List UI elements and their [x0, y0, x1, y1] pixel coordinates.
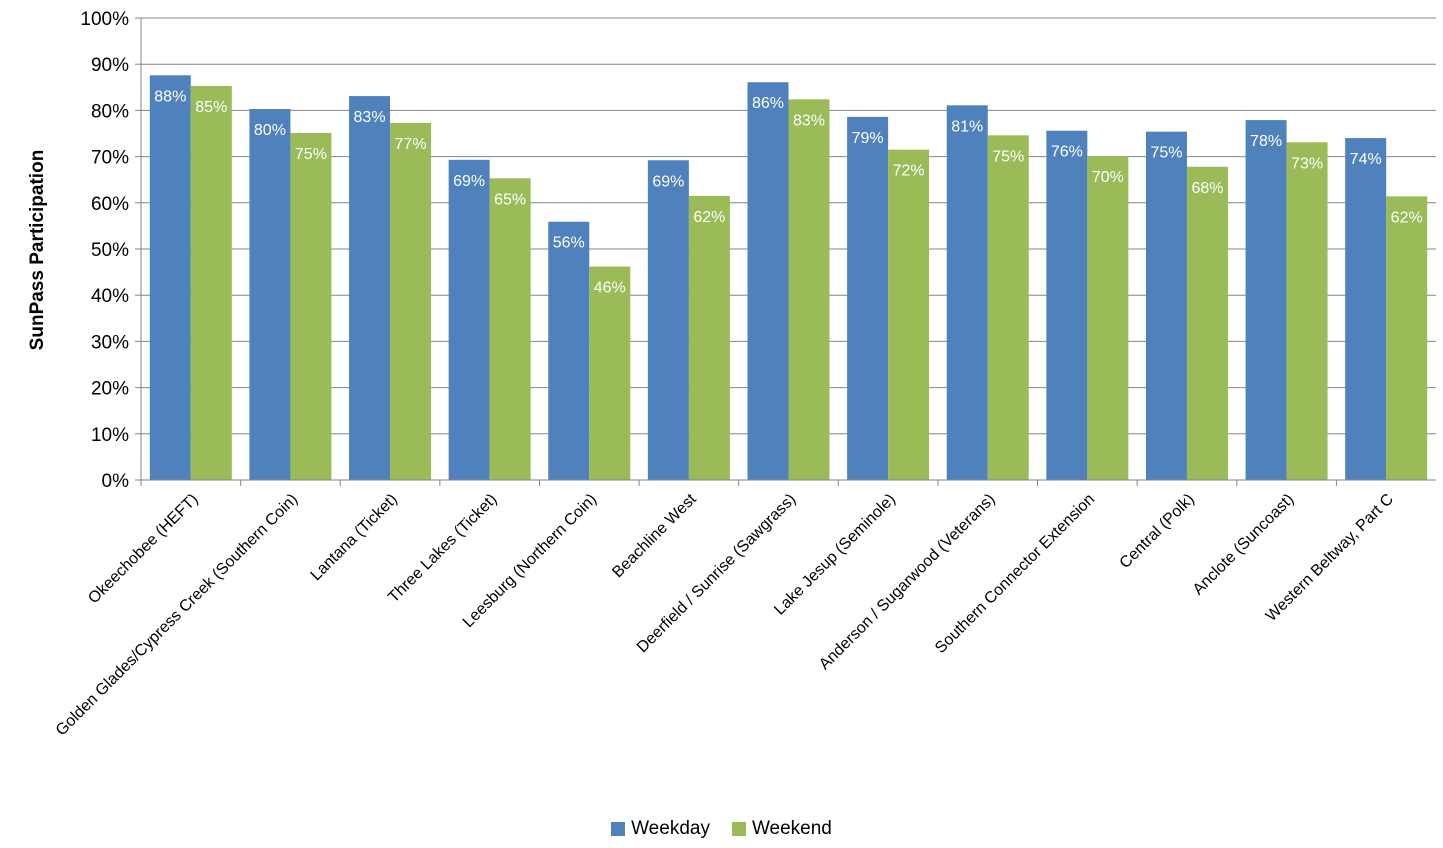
y-axis-title: SunPass Participation [27, 150, 48, 351]
x-category-label: Anderson / Sugarwood (Veterans) [816, 491, 998, 673]
bar-weekday [1345, 138, 1387, 480]
bar-weekday [747, 82, 789, 480]
y-tick-label: 80% [91, 101, 129, 122]
data-label: 79% [852, 130, 884, 147]
bar-weekend [290, 133, 332, 480]
data-label: 85% [195, 99, 227, 116]
data-label: 73% [1291, 155, 1323, 172]
y-tick-label: 40% [91, 286, 129, 307]
data-label: 69% [652, 173, 684, 190]
data-label: 65% [494, 191, 526, 208]
data-label: 75% [992, 148, 1024, 165]
bar-weekend [390, 122, 432, 481]
x-category-label: Golden Glades/Cypress Creek (Southern Co… [53, 491, 301, 739]
data-label: 77% [395, 136, 427, 153]
x-category-label: Okeechobee (HEFT) [85, 491, 201, 607]
y-tick-label: 50% [91, 240, 129, 261]
bar-weekday [149, 75, 191, 481]
data-label: 69% [453, 173, 485, 190]
bar-weekend [688, 195, 730, 480]
data-label: 72% [893, 163, 925, 180]
y-tick-label: 70% [91, 148, 129, 169]
bar-weekday [349, 96, 391, 480]
data-label: 68% [1191, 180, 1223, 197]
bars [149, 75, 1428, 481]
legend-label: Weekend [751, 818, 832, 839]
legend-label: Weekday [631, 818, 710, 839]
data-label: 56% [553, 235, 585, 252]
bar-weekday [249, 109, 291, 480]
data-label: 75% [1150, 145, 1182, 162]
legend-swatch [731, 822, 746, 836]
bar-weekend [987, 135, 1029, 480]
y-tick-label: 10% [91, 425, 129, 446]
y-tick-label: 0% [102, 471, 130, 492]
bar-weekend [1087, 156, 1129, 480]
bar-weekday [847, 116, 889, 481]
bar-weekday [1245, 120, 1287, 481]
x-category-label: Three Lakes (Ticket) [385, 491, 500, 606]
y-tick-label: 100% [80, 9, 129, 30]
bar-weekday [946, 105, 988, 481]
data-label: 62% [1391, 209, 1423, 226]
bar-weekday [448, 159, 490, 481]
data-label: 76% [1051, 144, 1083, 161]
bar-weekday [647, 160, 689, 480]
bar-weekend [1186, 166, 1228, 480]
legend-swatch [611, 822, 626, 836]
x-category-label: Central (Polk) [1117, 491, 1198, 572]
x-category-label: Beachline West [609, 490, 700, 581]
x-category-label: Southern Connector Extension [932, 491, 1098, 657]
bar-weekend [489, 178, 531, 480]
bar-weekend [190, 85, 232, 480]
data-label: 78% [1250, 133, 1282, 150]
data-label: 83% [793, 112, 825, 129]
bar-weekend [1286, 142, 1328, 480]
legend-item: Weekday [611, 818, 710, 840]
bar-weekday [1145, 131, 1187, 481]
y-tick-label: 90% [91, 55, 129, 76]
bar-weekend [788, 99, 830, 480]
x-category-label: Deerfield / Sunrise (Sawgrass) [634, 491, 799, 656]
y-tick-label: 30% [91, 332, 129, 353]
data-label: 83% [354, 109, 386, 126]
data-label: 81% [951, 118, 983, 135]
data-label: 74% [1350, 151, 1382, 168]
x-category-label: Anclote (Suncoast) [1190, 491, 1298, 599]
legend-item: Weekend [731, 818, 832, 840]
data-label: 88% [154, 88, 186, 105]
data-label: 75% [295, 146, 327, 163]
data-label: 46% [594, 280, 626, 297]
bar-weekend [589, 266, 631, 480]
data-label: 86% [752, 95, 784, 112]
data-labels: 88% 85% 80% 75% 83% 77% 69% 65% 56% 46% 69% 62% 86% 8… [154, 88, 1422, 296]
bar-weekend [888, 149, 930, 481]
y-tick-label: 60% [91, 194, 129, 215]
data-label: 80% [254, 122, 286, 139]
data-label: 70% [1092, 169, 1124, 186]
data-label: 62% [693, 209, 725, 226]
y-tick-label: 20% [91, 379, 129, 400]
bar-weekday [1046, 130, 1088, 480]
bar-weekend [1386, 196, 1428, 480]
x-category-label: Lantana (Ticket) [308, 491, 401, 584]
bar-weekday [548, 221, 590, 480]
legend: Weekday Weekend [0, 818, 1443, 840]
